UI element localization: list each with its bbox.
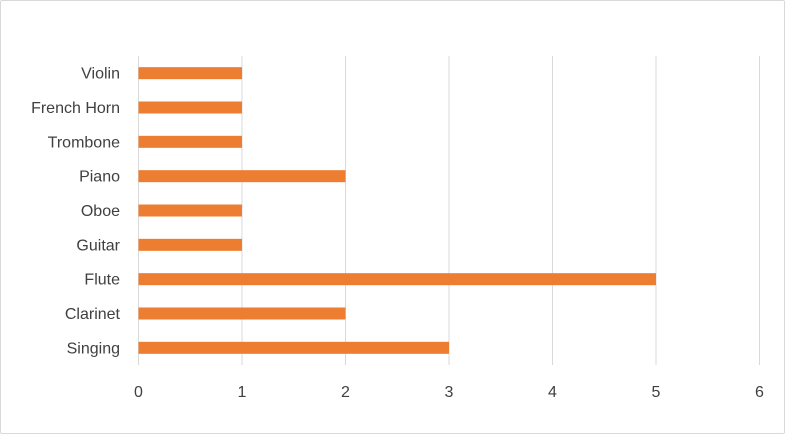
x-tick-label: 5	[652, 384, 661, 401]
category-label: Flute	[84, 272, 120, 289]
category-labels: Violin French Horn Trombone Piano Oboe Guitar…	[31, 66, 121, 358]
category-label: Clarinet	[65, 306, 121, 323]
category-label: Oboe	[81, 203, 120, 220]
x-tick-label: 1	[238, 384, 247, 401]
bars	[138, 67, 656, 354]
category-label: Singing	[67, 340, 120, 357]
category-label: Violin	[81, 66, 120, 83]
x-tick-label: 0	[134, 384, 143, 401]
x-tick-label: 4	[548, 384, 557, 401]
x-tick-label: 2	[341, 384, 350, 401]
bar-trombone	[138, 135, 242, 148]
bar-singing	[138, 341, 449, 354]
category-label: French Horn	[31, 100, 120, 117]
x-tick-label: 3	[445, 384, 454, 401]
bar-guitar	[138, 238, 242, 251]
x-tick-label: 6	[755, 384, 764, 401]
bar-violin	[138, 67, 242, 80]
bar-piano	[138, 170, 346, 183]
bar-oboe	[138, 204, 242, 217]
bar-french-horn	[138, 101, 242, 114]
category-label: Piano	[79, 169, 120, 186]
bar-flute	[138, 273, 656, 286]
x-tick-labels: 0 1 2 3 4 5 6	[134, 384, 764, 401]
category-label: Trombone	[48, 134, 120, 151]
category-label: Guitar	[76, 237, 120, 254]
bar-clarinet	[138, 307, 346, 320]
